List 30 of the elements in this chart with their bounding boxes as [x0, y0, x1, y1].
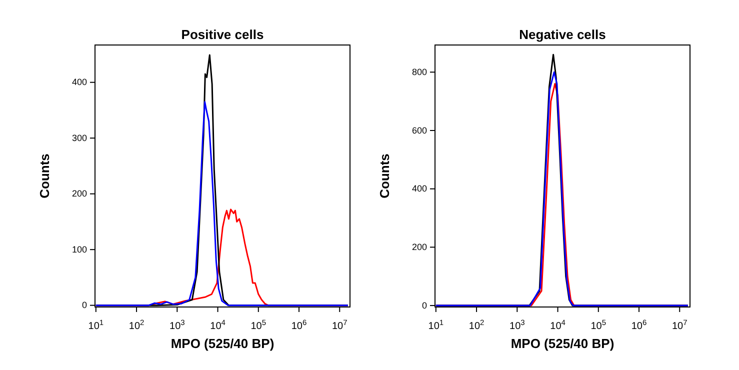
- x-tick-label: 10$^{2}$: [128, 318, 144, 332]
- x-tick-label: 10$^{4}$: [550, 318, 566, 332]
- x-tick-label: 10$^{6}$: [291, 318, 307, 332]
- y-tick-label: 300: [72, 132, 87, 143]
- x-tick-label: 10$^{7}$: [672, 318, 688, 332]
- y-tick-label: 400: [412, 184, 427, 194]
- chart-title: Positive cells: [181, 27, 264, 42]
- x-tick-label: 10$^{3}$: [170, 318, 185, 332]
- y-tick-label: 200: [72, 188, 87, 199]
- y-axis-title: Counts: [377, 154, 392, 198]
- x-axis-title: MPO (525/40 BP): [510, 336, 614, 351]
- x-tick-label: 10$^{5}$: [590, 318, 606, 332]
- chart-title: Negative cells: [519, 27, 606, 42]
- x-tick-label: 10$^{4}$: [210, 318, 226, 332]
- x-axis-title: MPO (525/40 BP): [170, 336, 274, 351]
- x-tick-label: 10$^{3}$: [510, 318, 525, 332]
- y-tick-label: 100: [72, 244, 87, 254]
- x-tick-label: 10$^{1}$: [88, 318, 104, 332]
- x-tick-label: 10$^{7}$: [332, 318, 348, 332]
- y-tick-label: 400: [72, 77, 87, 88]
- y-axis-title: Counts: [37, 154, 52, 198]
- x-tick-label: 10$^{1}$: [428, 318, 444, 332]
- y-tick-label: 0: [422, 300, 427, 310]
- y-tick-label: 800: [412, 67, 427, 78]
- y-tick-label: 200: [412, 242, 427, 252]
- y-tick-label: 0: [82, 300, 87, 310]
- x-tick-label: 10$^{6}$: [631, 318, 647, 332]
- x-tick-label: 10$^{2}$: [468, 318, 484, 332]
- x-tick-label: 10$^{5}$: [250, 318, 266, 332]
- y-tick-label: 600: [412, 125, 427, 136]
